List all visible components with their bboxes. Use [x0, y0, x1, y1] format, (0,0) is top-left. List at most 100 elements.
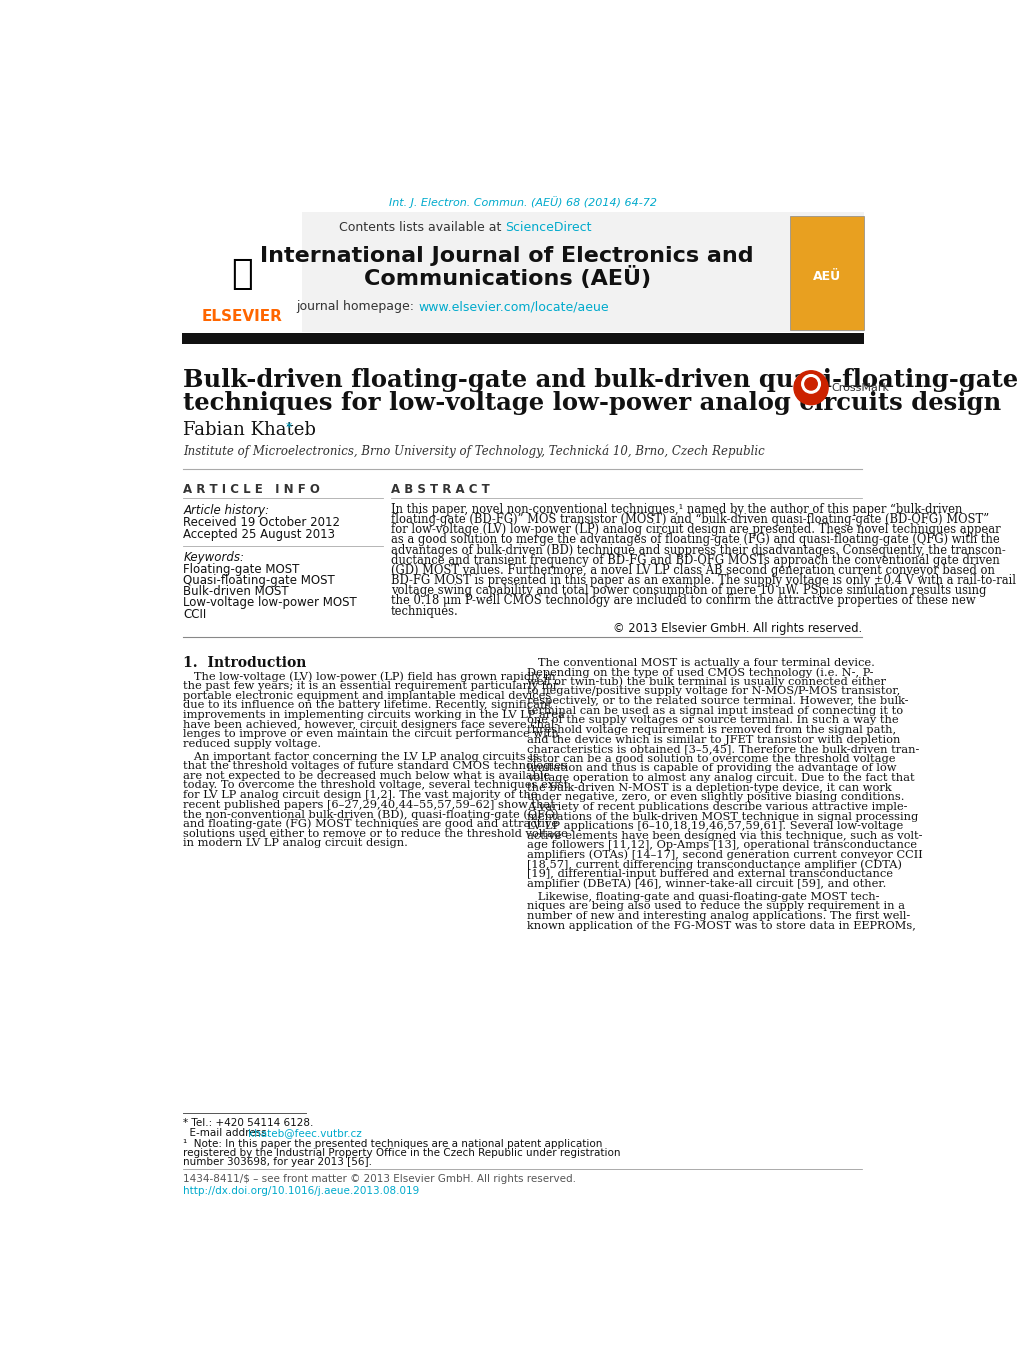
Text: for low-voltage (LV) low-power (LP) analog circuit design are presented. These n: for low-voltage (LV) low-power (LP) anal…: [390, 523, 1000, 536]
Text: today. To overcome the threshold voltage, several techniques exist: today. To overcome the threshold voltage…: [183, 781, 568, 790]
Text: ductance and transient frequency of BD-FG and BD-QFG MOSTs approach the conventi: ductance and transient frequency of BD-F…: [390, 554, 999, 566]
Text: that the threshold voltages of future standard CMOS technologies: that the threshold voltages of future st…: [183, 761, 567, 771]
Bar: [181, 212, 863, 331]
Text: the non-conventional bulk-driven (BD), quasi-floating-gate (QFG): the non-conventional bulk-driven (BD), q…: [183, 809, 558, 820]
Text: and floating-gate (FG) MOST techniques are good and attractive: and floating-gate (FG) MOST techniques a…: [183, 819, 557, 830]
Text: Bulk-driven MOST: Bulk-driven MOST: [183, 585, 288, 598]
Circle shape: [793, 370, 827, 405]
Text: known application of the FG-MOST was to store data in EEPROMs,: known application of the FG-MOST was to …: [526, 920, 915, 931]
Text: Low-voltage low-power MOST: Low-voltage low-power MOST: [183, 596, 357, 609]
Text: ELSEVIER: ELSEVIER: [202, 308, 282, 324]
Text: Int. J. Electron. Commun. (AEÜ) 68 (2014) 64-72: Int. J. Electron. Commun. (AEÜ) 68 (2014…: [388, 196, 656, 208]
Text: active elements have been designed via this technique, such as volt-: active elements have been designed via t…: [526, 831, 921, 840]
Text: advantages of bulk-driven (BD) technique and suppress their disadvantages. Conse: advantages of bulk-driven (BD) technique…: [390, 543, 1005, 557]
Text: CrossMark: CrossMark: [830, 382, 889, 393]
Text: Fabian Khateb: Fabian Khateb: [183, 422, 316, 439]
Text: the bulk-driven N-MOST is a depletion-type device, it can work: the bulk-driven N-MOST is a depletion-ty…: [526, 782, 891, 793]
Text: recent published papers [6–27,29,40,44–55,57,59–62] show that: recent published papers [6–27,29,40,44–5…: [183, 800, 554, 809]
Text: portable electronic equipment and implantable medical devices: portable electronic equipment and implan…: [183, 690, 551, 701]
Text: sistor can be a good solution to overcome the threshold voltage: sistor can be a good solution to overcom…: [526, 754, 895, 763]
Text: Communications (AEÜ): Communications (AEÜ): [364, 266, 650, 289]
Text: one of the supply voltages or source terminal. In such a way the: one of the supply voltages or source ter…: [526, 716, 898, 725]
Text: ScienceDirect: ScienceDirect: [504, 222, 591, 234]
Text: * Tel.: +420 54114 6128.: * Tel.: +420 54114 6128.: [183, 1119, 314, 1128]
Text: In this paper, novel non-conventional techniques,¹ named by the author of this p: In this paper, novel non-conventional te…: [390, 503, 962, 516]
Text: in modern LV LP analog circuit design.: in modern LV LP analog circuit design.: [183, 838, 408, 848]
Text: terminal can be used as a signal input instead of connecting it to: terminal can be used as a signal input i…: [526, 705, 902, 716]
Text: respectively, or to the related source terminal. However, the bulk-: respectively, or to the related source t…: [526, 696, 907, 707]
Text: A R T I C L E   I N F O: A R T I C L E I N F O: [183, 482, 320, 496]
Text: under negative, zero, or even slightly positive biasing conditions.: under negative, zero, or even slightly p…: [526, 793, 903, 802]
Text: and the device which is similar to JFET transistor with depletion: and the device which is similar to JFET …: [526, 735, 899, 744]
Text: 1.  Introduction: 1. Introduction: [183, 655, 307, 670]
Text: Bulk-driven floating-gate and bulk-driven quasi-floating-gate: Bulk-driven floating-gate and bulk-drive…: [183, 367, 1017, 392]
Text: number 303698, for year 2013 [56].: number 303698, for year 2013 [56].: [183, 1158, 372, 1167]
Text: amplifier (DBeTA) [46], winner-take-all circuit [59], and other.: amplifier (DBeTA) [46], winner-take-all …: [526, 878, 886, 889]
Text: (GD) MOST values. Furthermore, a novel LV LP class AB second generation current : (GD) MOST values. Furthermore, a novel L…: [390, 563, 994, 577]
Text: registered by the Industrial Property Office in the Czech Republic under registr: registered by the Industrial Property Of…: [183, 1148, 621, 1158]
Text: LV LP applications [6–10,18,19,46,57,59,61]. Several low-voltage: LV LP applications [6–10,18,19,46,57,59,…: [526, 821, 902, 831]
Text: have been achieved, however, circuit designers face severe chal-: have been achieved, however, circuit des…: [183, 720, 558, 730]
Text: Keywords:: Keywords:: [183, 551, 245, 565]
Text: as a good solution to merge the advantages of floating-gate (FG) and quasi-float: as a good solution to merge the advantag…: [390, 534, 999, 546]
Text: the 0.18 μm P-well CMOS technology are included to confirm the attractive proper: the 0.18 μm P-well CMOS technology are i…: [390, 594, 975, 608]
Text: 🌳: 🌳: [231, 257, 253, 290]
Text: Accepted 25 August 2013: Accepted 25 August 2013: [183, 527, 335, 540]
Text: techniques.: techniques.: [390, 604, 459, 617]
Text: for LV LP analog circuit design [1,2]. The vast majority of the: for LV LP analog circuit design [1,2]. T…: [183, 790, 537, 800]
Text: are not expected to be decreased much below what is available: are not expected to be decreased much be…: [183, 771, 550, 781]
Text: to negative/positive supply voltage for N-MOS/P-MOS transistor,: to negative/positive supply voltage for …: [526, 686, 899, 697]
Text: [18,57], current differencing transconductance amplifier (CDTA): [18,57], current differencing transcondu…: [526, 859, 901, 870]
Text: Quasi-floating-gate MOST: Quasi-floating-gate MOST: [183, 574, 334, 588]
Text: International Journal of Electronics and: International Journal of Electronics and: [260, 246, 753, 266]
Text: solutions used either to remove or to reduce the threshold voltage: solutions used either to remove or to re…: [183, 828, 568, 839]
Text: Article history:: Article history:: [183, 504, 269, 517]
Bar: [181, 212, 302, 331]
Text: Institute of Microelectronics, Brno University of Technology, Technická 10, Brno: Institute of Microelectronics, Brno Univ…: [183, 444, 764, 458]
Text: Likewise, floating-gate and quasi-floating-gate MOST tech-: Likewise, floating-gate and quasi-floati…: [526, 892, 878, 901]
Text: AEÜ: AEÜ: [812, 270, 840, 282]
Text: *: *: [285, 422, 291, 434]
Text: © 2013 Elsevier GmbH. All rights reserved.: © 2013 Elsevier GmbH. All rights reserve…: [612, 623, 861, 635]
Text: Received 19 October 2012: Received 19 October 2012: [183, 516, 340, 530]
Text: journal homepage:: journal homepage:: [296, 300, 418, 313]
Text: due to its influence on the battery lifetime. Recently, significant: due to its influence on the battery life…: [183, 700, 551, 711]
Text: Contents lists available at: Contents lists available at: [338, 222, 504, 234]
Text: characteristics is obtained [3–5,45]. Therefore the bulk-driven tran-: characteristics is obtained [3–5,45]. Th…: [526, 744, 918, 754]
Text: [19], differential-input buffered and external transconductance: [19], differential-input buffered and ex…: [526, 870, 892, 880]
Text: well or twin-tub) the bulk terminal is usually connected either: well or twin-tub) the bulk terminal is u…: [526, 677, 884, 688]
Text: E-mail address:: E-mail address:: [183, 1128, 273, 1138]
Text: Floating-gate MOST: Floating-gate MOST: [183, 563, 300, 576]
Text: http://dx.doi.org/10.1016/j.aeue.2013.08.019: http://dx.doi.org/10.1016/j.aeue.2013.08…: [183, 1186, 419, 1196]
Circle shape: [801, 374, 819, 393]
Text: A B S T R A C T: A B S T R A C T: [390, 482, 489, 496]
Text: techniques for low-voltage low-power analog circuits design: techniques for low-voltage low-power ana…: [183, 392, 1001, 415]
Text: mentations of the bulk-driven MOST technique in signal processing: mentations of the bulk-driven MOST techn…: [526, 812, 917, 821]
Text: niques are being also used to reduce the supply requirement in a: niques are being also used to reduce the…: [526, 901, 904, 912]
Circle shape: [804, 378, 816, 390]
Text: threshold voltage requirement is removed from the signal path,: threshold voltage requirement is removed…: [526, 725, 895, 735]
Text: improvements in implementing circuits working in the LV LP area: improvements in implementing circuits wo…: [183, 711, 565, 720]
Text: number of new and interesting analog applications. The first well-: number of new and interesting analog app…: [526, 911, 909, 921]
Text: ¹  Note: In this paper the presented techniques are a national patent applicatio: ¹ Note: In this paper the presented tech…: [183, 1139, 602, 1148]
Text: www.elsevier.com/locate/aeue: www.elsevier.com/locate/aeue: [418, 300, 608, 313]
Text: the past few years; it is an essential requirement particularly for: the past few years; it is an essential r…: [183, 681, 558, 692]
Text: floating-gate (BD-FG)” MOS transistor (MOST) and “bulk-driven quasi-floating-gat: floating-gate (BD-FG)” MOS transistor (M…: [390, 513, 988, 526]
Text: khateb@feec.vutbr.cz: khateb@feec.vutbr.cz: [248, 1128, 361, 1138]
Text: voltage operation to almost any analog circuit. Due to the fact that: voltage operation to almost any analog c…: [526, 773, 913, 784]
Bar: [181, 334, 863, 345]
Text: age followers [11,12], Op-Amps [13], operational transconductance: age followers [11,12], Op-Amps [13], ope…: [526, 840, 916, 851]
Text: An important factor concerning the LV LP analog circuits is: An important factor concerning the LV LP…: [183, 751, 539, 762]
Text: The conventional MOST is actually a four terminal device.: The conventional MOST is actually a four…: [526, 658, 873, 667]
Text: A variety of recent publications describe various attractive imple-: A variety of recent publications describ…: [526, 802, 906, 812]
Text: reduced supply voltage.: reduced supply voltage.: [183, 739, 321, 748]
Text: lenges to improve or even maintain the circuit performance with: lenges to improve or even maintain the c…: [183, 730, 558, 739]
Text: Depending on the type of used CMOS technology (i.e. N-, P-: Depending on the type of used CMOS techn…: [526, 667, 872, 677]
Bar: [790, 216, 863, 330]
Text: CCII: CCII: [183, 608, 206, 620]
Text: voltage swing capability and total power consumption of mere 10 μW. PSpice simul: voltage swing capability and total power…: [390, 584, 985, 597]
Text: BD-FG MOST is presented in this paper as an example. The supply voltage is only : BD-FG MOST is presented in this paper as…: [390, 574, 1015, 588]
Text: The low-voltage (LV) low-power (LP) field has grown rapidly in: The low-voltage (LV) low-power (LP) fiel…: [183, 671, 555, 682]
Text: limitation and thus is capable of providing the advantage of low: limitation and thus is capable of provid…: [526, 763, 896, 774]
Text: amplifiers (OTAs) [14–17], second generation current conveyor CCII: amplifiers (OTAs) [14–17], second genera…: [526, 850, 921, 861]
